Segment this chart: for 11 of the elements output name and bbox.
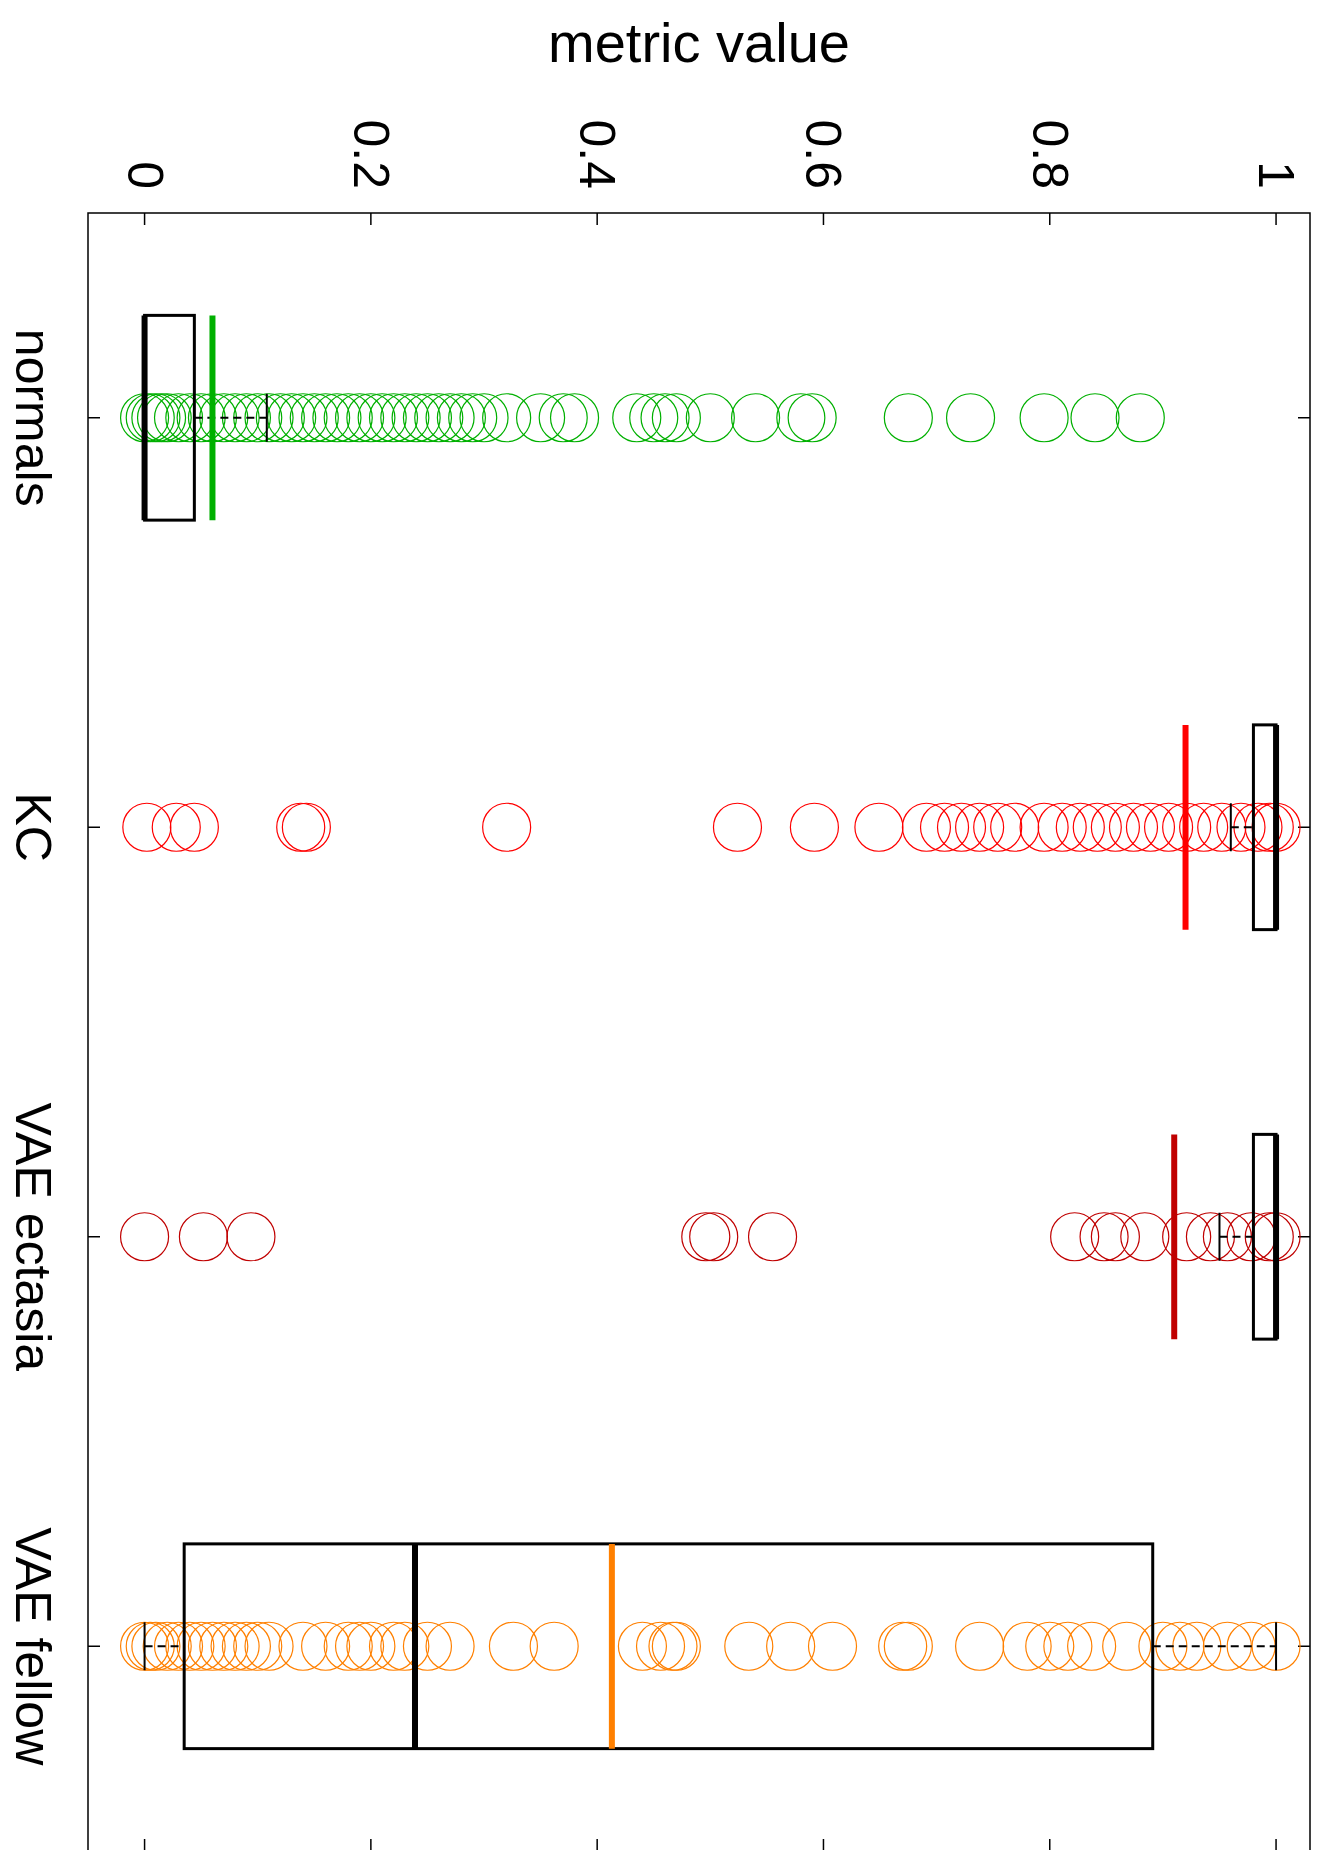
x-tick-label: 0	[116, 161, 173, 189]
x-axis-title: metric value	[548, 11, 850, 74]
y-tick-label: normals	[5, 328, 61, 507]
x-tick-label: 0.2	[342, 119, 399, 189]
x-tick-label: 1	[1248, 161, 1305, 189]
y-tick-label: KC	[5, 792, 61, 862]
x-tick-label: 0.4	[569, 119, 626, 189]
y-tick-label: VAE fellow	[5, 1527, 61, 1767]
x-tick-label: 0.6	[795, 119, 852, 189]
y-tick-label: VAE ectasia	[5, 1102, 61, 1372]
x-tick-label: 0.8	[1021, 119, 1078, 189]
